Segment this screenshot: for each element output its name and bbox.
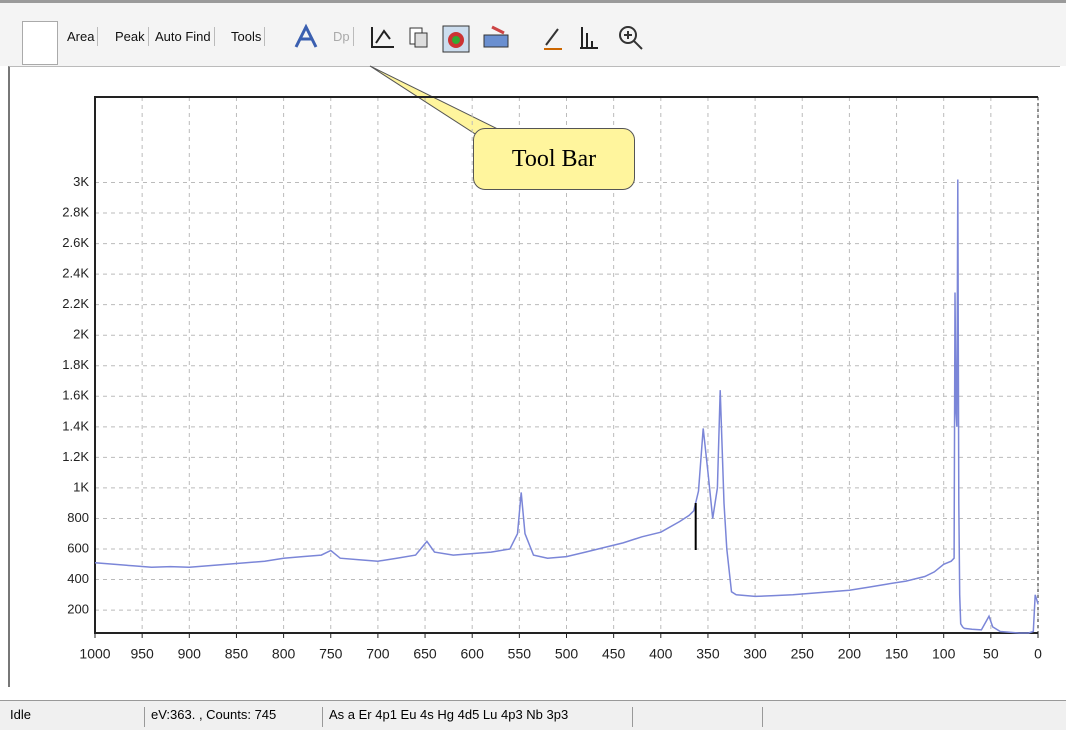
dp-button[interactable]: Dp [330,27,354,46]
area-button[interactable]: Area [64,27,99,46]
icon-bars[interactable] [576,23,602,53]
x-tick-label: 50 [983,646,999,662]
status-empty [762,707,1066,727]
x-tick-label: 100 [932,646,956,662]
peak-button[interactable]: Peak [112,27,149,46]
y-tick-label: 600 [67,540,89,555]
tools-button[interactable]: Tools [228,27,266,46]
x-tick-label: 350 [696,646,720,662]
y-tick-label: 800 [67,510,89,525]
status-bar: Idle eV:363. , Counts: 745 As a Er 4p1 E… [0,700,1066,730]
icon-a[interactable] [292,23,322,53]
x-tick-label: 300 [743,646,767,662]
x-tick-label: 800 [272,646,296,662]
icon-pen[interactable] [540,23,566,53]
y-tick-label: 200 [67,602,89,617]
x-tick-label: 650 [413,646,437,662]
y-tick-label: 3K [73,174,89,189]
x-tick-label: 550 [508,646,532,662]
x-tick-label: 500 [555,646,579,662]
status-elements: As a Er 4p1 Eu 4s Hg 4d5 Lu 4p3 Nb 3p3 [322,707,632,727]
x-tick-label: 400 [649,646,673,662]
x-tick-label: 450 [602,646,626,662]
icon-color[interactable] [440,23,472,55]
y-tick-label: 2K [73,327,89,342]
callout: Tool Bar [473,128,635,190]
y-tick-label: 2.2K [62,296,89,311]
y-tick-label: 1.4K [62,418,89,433]
y-tick-label: 1K [73,479,89,494]
icon-print[interactable] [480,23,512,53]
x-tick-label: 1000 [79,646,110,662]
x-tick-label: 850 [225,646,249,662]
plot-frame [94,96,1038,634]
x-tick-label: 150 [885,646,909,662]
icon-copy[interactable] [405,23,431,53]
x-tick-label: 200 [838,646,862,662]
y-tick-label: 400 [67,571,89,586]
y-tick-label: 2.8K [62,204,89,219]
status-state: Idle [10,707,31,722]
status-empty [632,707,762,727]
icon-zoom[interactable] [616,23,646,53]
status-cursor: eV:363. , Counts: 745 [144,707,322,727]
toolbar: Area Peak Auto Find Tools Dp [0,0,1066,66]
y-tick-label: 2.4K [62,266,89,281]
chart: 200 400 600 800 1K 1.2K 1.4K 1.6K 1.8K 2K 2.2K 2.4K… [62,65,1042,662]
y-tick-label: 2.6K [62,235,89,250]
spectrum-line [94,179,1039,634]
icon-chart[interactable] [368,23,398,53]
x-tick-label: 900 [178,646,202,662]
toolbar-field[interactable] [22,21,58,65]
y-tick-label: 1.2K [62,449,89,464]
x-tick-label: 600 [461,646,485,662]
y-tick-label: 1.8K [62,357,89,372]
x-tick-label: 750 [319,646,343,662]
y-tick-label: 1.6K [62,388,89,403]
auto-find-button[interactable]: Auto Find [152,27,215,46]
x-tick-label: 700 [366,646,390,662]
x-tick-label: 0 [1034,646,1042,662]
x-tick-label: 250 [791,646,815,662]
x-tick-label: 950 [130,646,154,662]
